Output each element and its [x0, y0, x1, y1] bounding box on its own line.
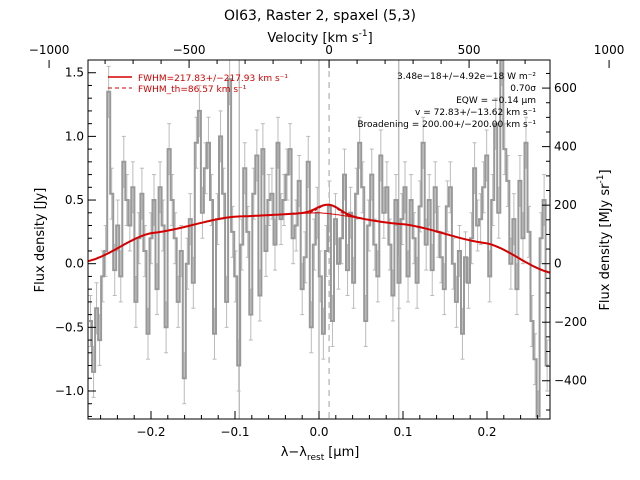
- x-axis-label-sub: rest: [307, 453, 325, 463]
- x-tick-label: 0.1: [393, 425, 412, 439]
- legend: FWHM=217.83+/−217.93 km s⁻¹ FWHM_th=86.5…: [108, 74, 288, 95]
- top-tick-label: 0: [325, 43, 333, 57]
- x-tick-label: 0.0: [309, 425, 328, 439]
- right-tick-label: 200: [554, 198, 577, 212]
- y-tick-label: 1.0: [65, 129, 84, 143]
- x-axis-ticks: −0.2 −0.1 0.0 0.1 0.2: [100, 411, 538, 439]
- annotation-broadening: Broadening = 200.00+/−200.00 km s⁻¹: [357, 120, 536, 130]
- annotation-sigma: 0.70σ: [510, 84, 536, 94]
- right-tick-label: 600: [554, 81, 577, 95]
- top-tick-label: 1000: [594, 43, 625, 57]
- y-axis-ticks: −1.0 −0.5 0.0 0.5 1.0 1.5: [55, 66, 96, 417]
- right-tick-label: −200: [554, 315, 587, 329]
- y-axis-label-right-sup: -1: [596, 175, 606, 184]
- chart-title: OI63, Raster 2, spaxel (5,3): [224, 8, 416, 24]
- annotation-eqw: EQW = −0.14 μm: [456, 96, 536, 106]
- top-axis-label: Velocity [km s-1]: [267, 29, 372, 46]
- y-tick-label: 0.5: [65, 193, 84, 207]
- legend-label-fwhm: FWHM=217.83+/−217.93 km s⁻¹: [138, 74, 288, 84]
- top-axis-label-text: Velocity [km s: [267, 31, 359, 46]
- top-axis-label-close: ]: [368, 31, 373, 46]
- right-tick-label: −400: [554, 374, 587, 388]
- annotation-line-flux: 3.48e−18+/−4.92e−18 W m⁻²: [397, 72, 536, 82]
- top-tick-label: −1000: [29, 43, 70, 57]
- right-axis-ticks: −400 −200 0 200 400 600: [542, 72, 587, 411]
- y-axis-label-right-text: Flux density [MJy sr: [598, 183, 613, 311]
- fit-series: [88, 203, 550, 274]
- x-tick-label: −0.1: [220, 425, 249, 439]
- y-axis-label-right: Flux density [MJy sr-1]: [596, 169, 613, 310]
- legend-label-fwhm-th: FWHM_th=86.57 km s⁻¹: [138, 85, 247, 95]
- y-tick-label: 1.5: [65, 66, 84, 80]
- y-tick-label: −1.0: [55, 384, 84, 398]
- annotation-velocity: v = 72.83+/−13.62 km s⁻¹: [415, 108, 536, 118]
- right-tick-label: 0: [554, 257, 562, 271]
- spectrum-series: [88, 60, 550, 419]
- x-tick-label: 0.2: [477, 425, 496, 439]
- x-axis-label-main: λ−λ: [281, 445, 308, 460]
- x-axis-label-unit: [μm]: [328, 445, 359, 460]
- y-tick-label: −0.5: [55, 320, 84, 334]
- top-axis-label-sup: -1: [359, 29, 368, 39]
- right-tick-label: 400: [554, 140, 577, 154]
- y-axis-label-right-close: ]: [598, 169, 613, 174]
- top-axis-ticks: −1000 −500 0 500 1000: [29, 43, 625, 68]
- y-axis-label-left: Flux density [Jy]: [33, 188, 48, 293]
- spectrum-line: [89, 60, 549, 418]
- fit-annotations: 3.48e−18+/−4.92e−18 W m⁻² 0.70σ EQW = −0…: [357, 72, 536, 130]
- top-tick-label: 500: [458, 43, 481, 57]
- x-tick-label: −0.2: [136, 425, 165, 439]
- top-tick-label: −500: [173, 43, 206, 57]
- x-axis-label: λ−λrest [μm]: [281, 445, 360, 463]
- gaussian-fit: [88, 203, 550, 274]
- y-tick-label: 0.0: [65, 257, 84, 271]
